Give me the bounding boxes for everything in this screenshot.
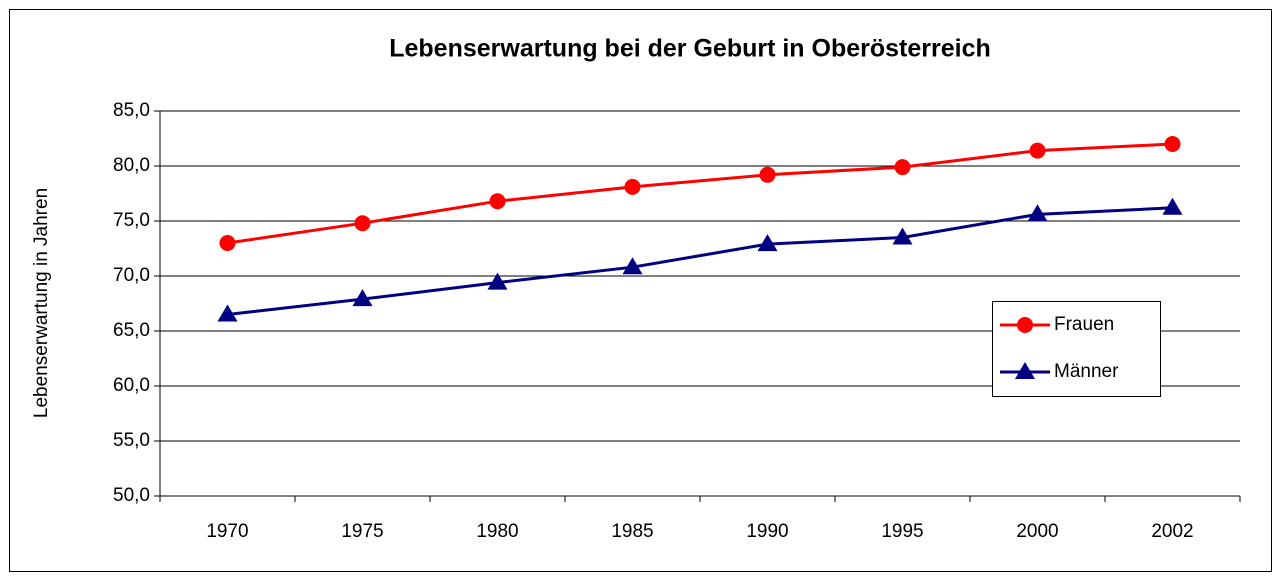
marker: [1162, 197, 1183, 215]
x-tick-label: 1970: [206, 521, 248, 542]
legend-label: Frauen: [1054, 314, 1114, 335]
marker: [892, 227, 913, 245]
marker: [1027, 204, 1048, 222]
marker: [487, 272, 508, 290]
marker: [624, 178, 641, 195]
marker: [1029, 142, 1046, 159]
y-tick-label: 60,0: [113, 375, 150, 396]
marker: [354, 215, 371, 232]
marker: [1164, 136, 1181, 152]
y-tick-label: 85,0: [113, 100, 150, 121]
marker: [757, 234, 778, 252]
chart-title: Lebenserwartung bei der Geburt in Oberös…: [389, 35, 991, 63]
y-axis-label: Lebenserwartung in Jahren: [31, 188, 52, 418]
marker: [1017, 317, 1033, 333]
y-tick-label: 80,0: [113, 155, 150, 176]
marker: [894, 159, 911, 176]
marker: [489, 193, 506, 210]
line: [227, 206, 1173, 316]
y-tick-label: 55,0: [113, 430, 150, 451]
legend-box: [992, 301, 1161, 397]
x-tick-label: 1990: [746, 521, 788, 542]
marker: [217, 304, 238, 322]
x-tick-label: 1985: [611, 521, 653, 542]
x-tick-label: 2002: [1151, 521, 1193, 542]
marker: [219, 235, 236, 251]
x-tick-label: 2000: [1016, 521, 1058, 542]
y-tick-label: 65,0: [113, 320, 150, 341]
legend-label: Männer: [1054, 361, 1119, 382]
x-tick-label: 1980: [476, 521, 518, 542]
chart-border: [9, 9, 1272, 572]
x-tick-label: 1975: [341, 521, 383, 542]
y-tick-label: 70,0: [113, 265, 150, 286]
marker: [622, 257, 643, 275]
marker: [1015, 362, 1035, 379]
marker: [759, 166, 776, 183]
marker: [352, 289, 373, 307]
line: [227, 142, 1173, 245]
y-tick-label: 50,0: [113, 485, 150, 506]
x-tick-label: 1995: [881, 521, 923, 542]
y-tick-label: 75,0: [113, 210, 150, 231]
